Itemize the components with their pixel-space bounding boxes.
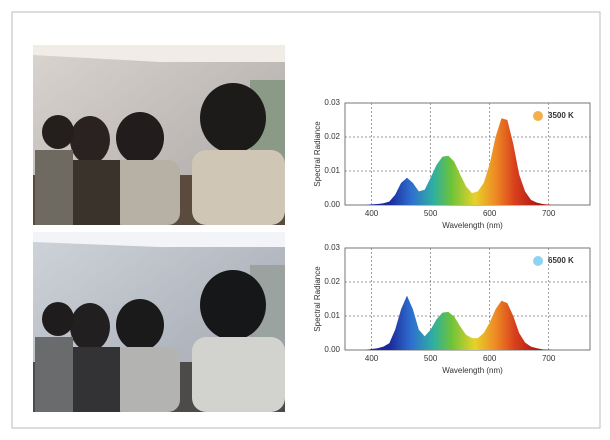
- x-tick-label: 400: [365, 209, 379, 218]
- x-tick-label: 700: [542, 209, 556, 218]
- y-tick-label: 0.00: [324, 200, 340, 209]
- x-tick-label: 400: [365, 354, 379, 363]
- figure: 0.00 0.01 0.02 0.03 400 500 600 700 Wavelength (…: [0, 0, 610, 440]
- x-tick-label: 500: [424, 354, 438, 363]
- y-axis-label: Spectral Radiance: [313, 266, 322, 332]
- legend-marker: [533, 256, 543, 266]
- x-axis-label: Wavelength (nm): [442, 221, 503, 230]
- spectrum-chart: 0.00 0.01 0.02 0.03 400 500 600 700 Wavelength (…: [313, 243, 590, 375]
- y-tick-label: 0.01: [324, 166, 340, 175]
- y-tick-label: 0.03: [324, 98, 340, 107]
- x-axis-label: Wavelength (nm): [442, 366, 503, 375]
- y-tick-label: 0.00: [324, 345, 340, 354]
- y-tick-label: 0.02: [324, 132, 340, 141]
- photo-warm: [33, 45, 285, 225]
- y-tick-label: 0.03: [324, 243, 340, 252]
- x-tick-label: 700: [542, 354, 556, 363]
- figure-canvas: 0.00 0.01 0.02 0.03 400 500 600 700 Wavelength (…: [0, 0, 610, 440]
- y-axis-label: Spectral Radiance: [313, 121, 322, 187]
- spectrum-chart: 0.00 0.01 0.02 0.03 400 500 600 700 Wavelength (…: [313, 98, 590, 230]
- y-tick-label: 0.01: [324, 311, 340, 320]
- y-tick-label: 0.02: [324, 277, 340, 286]
- legend-label: 3500 K: [548, 111, 574, 120]
- x-tick-label: 600: [483, 209, 497, 218]
- x-tick-label: 600: [483, 354, 497, 363]
- x-tick-label: 500: [424, 209, 438, 218]
- legend-label: 6500 K: [548, 256, 574, 265]
- photo-cool: [33, 232, 285, 412]
- legend-marker: [533, 111, 543, 121]
